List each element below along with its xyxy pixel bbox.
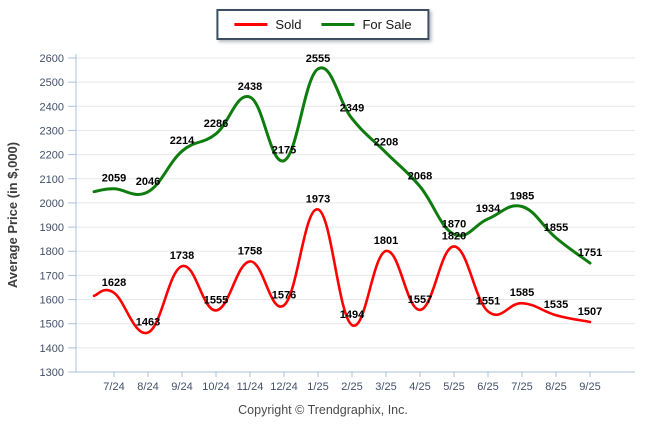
y-tick-label: 2300: [40, 125, 64, 137]
x-tick-label: 7/25: [511, 381, 532, 393]
legend-item-sold: Sold: [234, 18, 301, 31]
for-sale-line-swatch: [321, 23, 355, 26]
data-label: 2438: [238, 81, 262, 93]
legend-label-sold: Sold: [275, 17, 302, 32]
x-tick-label: 8/25: [545, 381, 566, 393]
x-tick-label: 4/25: [409, 381, 430, 393]
y-tick-label: 2100: [40, 174, 64, 186]
data-label: 1535: [544, 299, 568, 311]
chart-plot-area: 1300 1400 1500 1600 1700 1800 1900 2000 2100 2200…: [40, 53, 635, 393]
data-label: 1557: [408, 294, 432, 306]
x-tick-label: 7/24: [103, 381, 124, 393]
x-tick-label: 2/25: [341, 381, 362, 393]
series-line-for-sale: [92, 66, 592, 265]
legend: Sold For Sale: [216, 9, 430, 40]
y-tick-label: 2200: [40, 150, 64, 162]
data-label: 1870: [442, 218, 466, 230]
price-trend-chart: Average Price (in $,000) 1300 1400 1500 160…: [5, 53, 635, 393]
data-label: 1463: [136, 317, 160, 329]
x-tick-label: 5/25: [443, 381, 464, 393]
x-tick-label: 8/24: [137, 381, 158, 393]
legend-item-for-sale: For Sale: [321, 17, 412, 32]
y-tick-label: 2600: [40, 53, 64, 65]
data-label: 2555: [306, 53, 330, 65]
data-label: 1751: [578, 247, 602, 259]
y-axis-title: Average Price (in $,000): [5, 142, 20, 288]
x-tick-label: 9/24: [171, 381, 192, 393]
y-tick-label: 2500: [40, 77, 64, 89]
data-label: 1738: [170, 250, 194, 262]
data-label: 1585: [510, 287, 534, 299]
data-label: 1934: [476, 203, 501, 215]
data-label: 1551: [476, 295, 500, 307]
data-label: 1576: [272, 289, 296, 301]
data-label: 1820: [442, 230, 466, 242]
y-tick-label: 1500: [40, 319, 64, 331]
data-label: 2175: [272, 145, 296, 157]
y-tick-label: 1600: [40, 295, 64, 307]
data-label: 1973: [306, 193, 330, 205]
x-tick-label: 9/25: [579, 381, 600, 393]
x-tick-label: 3/25: [375, 381, 396, 393]
data-label: 1507: [578, 306, 602, 318]
data-label: 1758: [238, 245, 262, 257]
y-tick-label: 1800: [40, 246, 64, 258]
data-label: 2286: [204, 118, 228, 130]
data-label: 1494: [340, 309, 365, 321]
x-tick-label: 12/24: [270, 381, 298, 393]
data-label: 2214: [170, 135, 195, 147]
data-label: 2046: [136, 176, 160, 188]
x-tick-label: 1/25: [307, 381, 328, 393]
data-label: 2059: [102, 173, 126, 185]
data-label: 2208: [374, 137, 398, 149]
y-tick-label: 2000: [40, 198, 64, 210]
copyright-text: Copyright © Trendgraphix, Inc.: [238, 403, 408, 417]
data-label: 2349: [340, 103, 364, 115]
sold-line-swatch: [234, 23, 268, 26]
y-tick-label: 1400: [40, 343, 64, 355]
x-tick-label: 10/24: [202, 381, 230, 393]
series-line-sold: [92, 208, 592, 335]
y-tick-label: 1900: [40, 222, 64, 234]
data-label: 2068: [408, 170, 432, 182]
x-tick-label: 6/25: [477, 381, 498, 393]
data-label: 1801: [374, 235, 398, 247]
x-tick-label: 11/24: [237, 381, 264, 393]
data-label: 1855: [544, 222, 568, 234]
data-label: 1555: [204, 294, 228, 306]
legend-label-for-sale: For Sale: [362, 17, 412, 32]
y-tick-label: 1700: [40, 270, 64, 282]
data-label: 1628: [102, 277, 126, 289]
y-tick-label: 2400: [40, 101, 64, 113]
y-tick-label: 1300: [40, 367, 64, 379]
data-label: 1985: [510, 191, 534, 203]
